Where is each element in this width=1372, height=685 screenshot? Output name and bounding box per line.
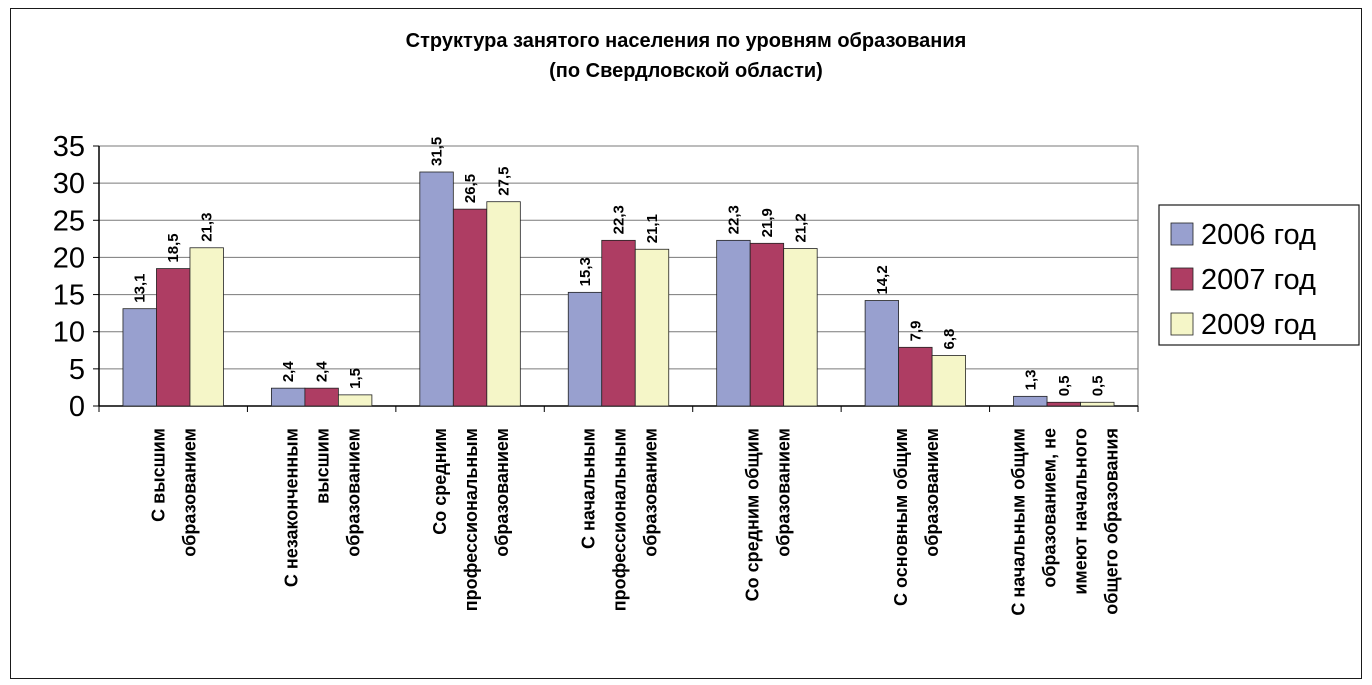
x-category-label: профессиональным — [610, 428, 630, 611]
x-category-label: образованием — [344, 428, 364, 557]
x-category-label: С высшим — [149, 428, 169, 522]
bar — [337, 394, 373, 407]
bar — [1080, 401, 1115, 407]
x-category-label: Со средним общим — [742, 428, 762, 601]
x-category-label: С незаконченным — [282, 428, 302, 587]
bar — [156, 268, 191, 407]
x-category-label: образованием — [922, 428, 942, 557]
data-label: 22,3 — [611, 205, 628, 234]
data-label: 7,9 — [907, 320, 924, 341]
x-category-label: образованием — [773, 428, 793, 557]
x-category-label: имеют начального — [1070, 428, 1090, 595]
bar — [864, 300, 900, 407]
bar — [1013, 395, 1048, 407]
legend-swatch — [1170, 267, 1194, 291]
data-label: 2,4 — [314, 361, 331, 383]
bar — [122, 308, 157, 407]
bar — [634, 248, 670, 407]
y-tick-label: 20 — [53, 242, 85, 274]
y-tick-label: 0 — [69, 391, 85, 423]
bar — [304, 387, 339, 407]
data-label: 14,2 — [874, 265, 891, 294]
bar — [567, 291, 603, 407]
bar — [716, 239, 751, 407]
x-category-label: С начальным общим — [1008, 428, 1028, 616]
data-label: 31,5 — [429, 137, 446, 166]
plot-area: 0 5 10 15 20 25 30 35 13,1 18,5 21,3 С высшим образо… — [53, 131, 1139, 616]
data-label: 1,5 — [347, 368, 364, 389]
data-label: 0,5 — [1056, 375, 1073, 396]
bar — [931, 355, 967, 407]
x-category-label: профессиональным — [461, 428, 481, 611]
data-label: 6,8 — [941, 329, 958, 350]
x-category-label: образованием — [492, 428, 512, 557]
y-tick-label: 10 — [53, 317, 85, 349]
bar — [1046, 401, 1081, 407]
bar — [486, 201, 521, 407]
legend-swatch — [1170, 312, 1194, 336]
x-category-label: образованием — [641, 428, 661, 557]
legend: 2006 год 2007 год 2009 год — [1158, 204, 1360, 346]
data-label: 21,3 — [199, 213, 216, 242]
data-label: 21,2 — [792, 213, 809, 242]
y-tick-label: 35 — [53, 131, 85, 163]
bar — [783, 248, 818, 407]
chart-title: Структура занятого населения по уровням … — [406, 30, 967, 52]
data-label: 15,3 — [577, 257, 594, 286]
data-label: 18,5 — [165, 233, 182, 262]
legend-label: 2009 год — [1201, 309, 1316, 341]
y-tick-label: 5 — [69, 354, 85, 386]
legend-label: 2007 год — [1201, 264, 1316, 296]
bar — [452, 208, 488, 407]
y-tick-label: 30 — [53, 168, 85, 200]
data-label: 26,5 — [462, 174, 479, 203]
bar — [419, 171, 454, 407]
bar — [601, 239, 636, 407]
x-category-label: С основным общим — [891, 428, 911, 606]
bar — [749, 242, 785, 407]
x-category-label: общего образования — [1101, 428, 1121, 615]
data-label: 27,5 — [496, 167, 513, 196]
data-label: 21,9 — [759, 208, 776, 237]
bar — [189, 247, 224, 407]
data-label: 13,1 — [132, 273, 149, 302]
data-label: 1,3 — [1022, 369, 1039, 390]
x-category-label: высшим — [313, 428, 333, 504]
y-tick-label: 15 — [53, 280, 85, 312]
data-label: 22,3 — [725, 205, 742, 234]
bar — [898, 346, 933, 407]
legend-label: 2006 год — [1201, 219, 1316, 251]
x-category-label: образованием — [180, 428, 200, 557]
chart-subtitle: (по Свердловской области) — [549, 60, 823, 82]
data-label: 0,5 — [1089, 375, 1106, 396]
data-label: 21,1 — [644, 214, 661, 243]
x-category-label: С начальным — [579, 428, 599, 549]
x-category-label: Со средним — [430, 428, 450, 535]
data-label: 2,4 — [280, 361, 297, 383]
y-tick-label: 25 — [53, 205, 85, 237]
bar — [270, 387, 306, 407]
legend-swatch — [1170, 222, 1194, 246]
x-category-label: образованием, не — [1039, 428, 1059, 588]
